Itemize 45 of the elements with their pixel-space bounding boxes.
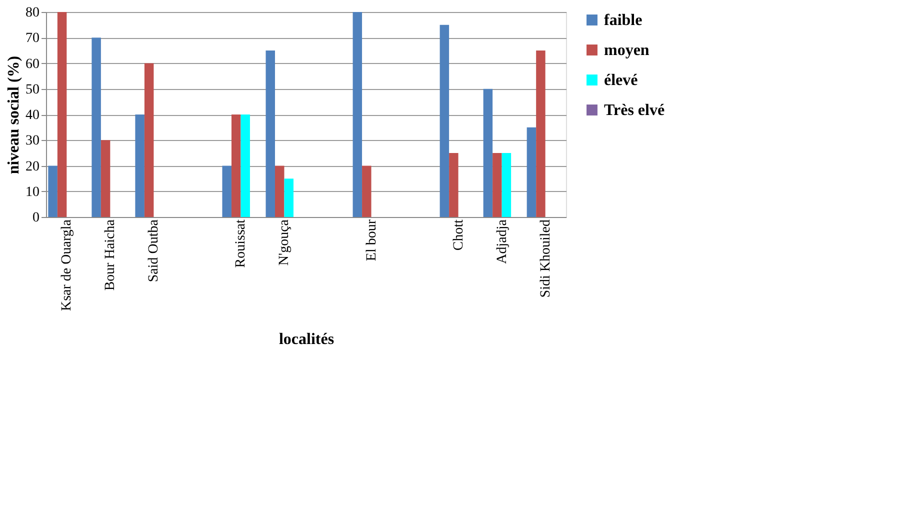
bar [100, 140, 110, 217]
x-tick-label: Ksar de Ouargla [60, 218, 75, 311]
bar [492, 152, 502, 217]
y-tick-label: 30 [26, 134, 40, 149]
x-axis-title: localités [278, 330, 334, 348]
y-axis-title: niveau social (%) [6, 56, 22, 174]
bar [222, 166, 232, 217]
legend-label: faible [604, 12, 642, 29]
bar [526, 127, 536, 217]
x-tick-label: Adjadja [494, 218, 510, 264]
bar [135, 114, 144, 217]
x-tick-label: Bour Haicha [103, 218, 118, 291]
x-tick-label: El bour [364, 219, 380, 262]
legend-label: moyen [604, 42, 650, 59]
y-tick-label: 80 [26, 6, 40, 20]
bar [284, 178, 294, 217]
bar [231, 114, 241, 217]
bar [144, 63, 154, 217]
y-tick-label: 40 [26, 108, 40, 123]
bar [483, 88, 493, 217]
bar [240, 114, 250, 217]
bar [449, 152, 458, 217]
bar [274, 166, 284, 217]
y-tick-label: 50 [26, 82, 40, 98]
bar [57, 12, 67, 217]
bar [352, 12, 362, 217]
legend-label: élevé [604, 72, 638, 89]
bar [266, 50, 275, 217]
bar [536, 50, 546, 217]
x-tick-label: N'gouça [277, 218, 292, 266]
y-tick-label: 60 [26, 56, 40, 72]
y-tick-label: 20 [26, 159, 40, 174]
y-tick-label: 70 [26, 31, 40, 46]
x-tick-label: Said Outba [146, 218, 162, 282]
bar [48, 166, 58, 217]
bar [440, 24, 450, 217]
x-tick-label: Chott [451, 219, 466, 251]
bar [362, 166, 372, 217]
legend-label: Très elvé [604, 102, 665, 119]
bar [502, 152, 512, 217]
bar [92, 38, 101, 217]
x-tick-label: Rouissat [234, 219, 249, 268]
y-tick-label: 0 [32, 210, 40, 226]
x-tick-label: Sidi Khouiled [538, 220, 554, 298]
y-tick-label: 10 [26, 184, 40, 200]
